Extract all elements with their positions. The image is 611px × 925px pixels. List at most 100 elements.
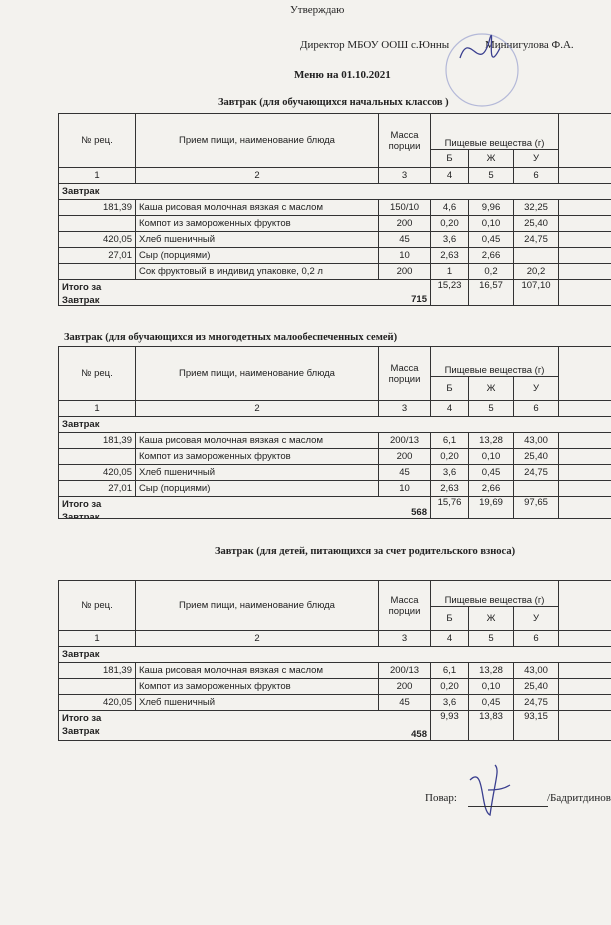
protein: 6,1: [430, 432, 469, 449]
column-number: 5: [468, 400, 514, 417]
column-number: 3: [378, 400, 431, 417]
column-number: 4: [430, 400, 469, 417]
recipe-no: 420,05: [58, 694, 136, 711]
menu-title: Меню на 01.10.2021: [294, 69, 391, 81]
column-number: 3: [378, 630, 431, 647]
table-title: Завтрак (для обучающихся начальных класс…: [218, 97, 449, 108]
signature: [469, 764, 511, 816]
fat: 9,96: [468, 199, 514, 216]
column-number: 6: [512, 400, 560, 417]
fat: 13,28: [468, 432, 514, 449]
protein: 2,63: [430, 247, 469, 264]
protein: 0,20: [430, 678, 469, 695]
column-number: 2: [135, 167, 379, 184]
recipe-no: 420,05: [58, 231, 136, 248]
total-mass: 458: [411, 729, 427, 740]
head-row: № рец. Прием пищи, наименование блюда Масс…: [58, 580, 611, 631]
energy: [558, 480, 611, 497]
menu-table: № рец. Прием пищи, наименование блюда Масс…: [58, 113, 611, 306]
fat: 0,2: [468, 263, 514, 280]
dish-row: 181,39 Каша рисовая молочная вязкая с мас…: [58, 199, 611, 216]
approve: Утверждаю: [290, 4, 345, 16]
recipe-no: 181,39: [58, 199, 136, 216]
total-row: Итого за Завтрак 715 15,23 16,57 107,10: [58, 279, 611, 306]
total-label: Итого за Завтрак: [62, 713, 102, 737]
total-label: Итого за Завтрак: [62, 282, 102, 306]
portion: 150/10: [378, 199, 431, 216]
portion: 200/13: [378, 662, 431, 679]
section: Завтрак: [58, 416, 611, 433]
table-wrap: № рец. Прием пищи, наименование блюда Масс…: [58, 113, 611, 306]
carbs: 24,75: [512, 231, 560, 248]
energy: [558, 247, 611, 264]
column-number: 1: [58, 400, 136, 417]
section-row: Завтрак: [58, 416, 611, 433]
total-energy: [558, 496, 611, 519]
carbs: 20,2: [512, 263, 560, 280]
protein: 4,6: [430, 199, 469, 216]
column-number: 4: [430, 167, 469, 184]
column-number: 6: [512, 630, 560, 647]
head-energy: [558, 346, 611, 401]
recipe-no: [58, 448, 136, 465]
head-nutrients: Пищевые вещества (г): [429, 346, 560, 377]
portion: 200: [378, 263, 431, 280]
protein: 2,63: [430, 480, 469, 497]
head-b: Б: [430, 376, 469, 401]
column-number: 1: [58, 167, 136, 184]
head-zh: Ж: [468, 149, 514, 168]
total-row: Итого за Завтрак 458 9,93 13,83 93,15: [58, 710, 611, 741]
fat: 2,66: [468, 247, 514, 264]
head-energy: [558, 113, 611, 168]
carbs: 25,40: [512, 215, 560, 232]
dish-name: Сыр (порциями): [135, 480, 379, 497]
total-mass: 568: [411, 507, 427, 518]
portion: 45: [378, 231, 431, 248]
total-zh: 19,69: [468, 496, 514, 519]
head-row: № рец. Прием пищи, наименование блюда Масс…: [58, 346, 611, 401]
column-number: 4: [430, 630, 469, 647]
stamp: [445, 33, 519, 107]
head-no: № рец.: [58, 346, 136, 401]
head-row: № рец. Прием пищи, наименование блюда Масс…: [58, 113, 611, 168]
dish-row: 420,05 Хлеб пшеничный 45 3,6 0,45 24,75: [58, 694, 611, 711]
dish-name: Хлеб пшеничный: [135, 464, 379, 481]
dish-row: Компот из замороженных фруктов 200 0,20 0,1…: [58, 215, 611, 232]
fat: 0,45: [468, 231, 514, 248]
head-energy: [558, 580, 611, 631]
head-b: Б: [430, 149, 469, 168]
section-row: Завтрак: [58, 646, 611, 663]
director: Директор МБОУ ООШ с.Юнны: [300, 39, 450, 51]
portion: 45: [378, 694, 431, 711]
director-name: Миннигулова Ф.А.: [485, 39, 574, 51]
carbs: 32,25: [512, 199, 560, 216]
head-nutrients: Пищевые вещества (г): [429, 580, 560, 607]
table-wrap: № рец. Прием пищи, наименование блюда Масс…: [58, 346, 611, 519]
cook-label: Повар:: [425, 792, 457, 804]
head-name: Прием пищи, наименование блюда: [135, 580, 379, 631]
recipe-no: [58, 215, 136, 232]
section: Завтрак: [58, 646, 611, 663]
dish-row: 181,39 Каша рисовая молочная вязкая с мас…: [58, 432, 611, 449]
head-mass: Масса порции: [378, 346, 431, 401]
fat: 0,45: [468, 694, 514, 711]
total-row: Итого за Завтрак 568 15,76 19,69 97,65: [58, 496, 611, 519]
head-zh: Ж: [468, 376, 514, 401]
dish-name: Хлеб пшеничный: [135, 694, 379, 711]
energy: [558, 432, 611, 449]
recipe-no: 181,39: [58, 432, 136, 449]
recipe-no: [58, 678, 136, 695]
fat: 13,28: [468, 662, 514, 679]
recipe-no: 181,39: [58, 662, 136, 679]
portion: 10: [378, 247, 431, 264]
head-no: № рец.: [58, 580, 136, 631]
dish-name: Каша рисовая молочная вязкая с маслом: [135, 662, 379, 679]
table-title: Завтрак (для детей, питающихся за счет р…: [215, 546, 516, 557]
carbs: [512, 480, 560, 497]
menu-table: № рец. Прием пищи, наименование блюда Масс…: [58, 346, 611, 519]
recipe-no: [58, 263, 136, 280]
total-b: 9,93: [430, 710, 469, 741]
dish-row: 27,01 Сыр (порциями) 10 2,63 2,66: [58, 480, 611, 497]
